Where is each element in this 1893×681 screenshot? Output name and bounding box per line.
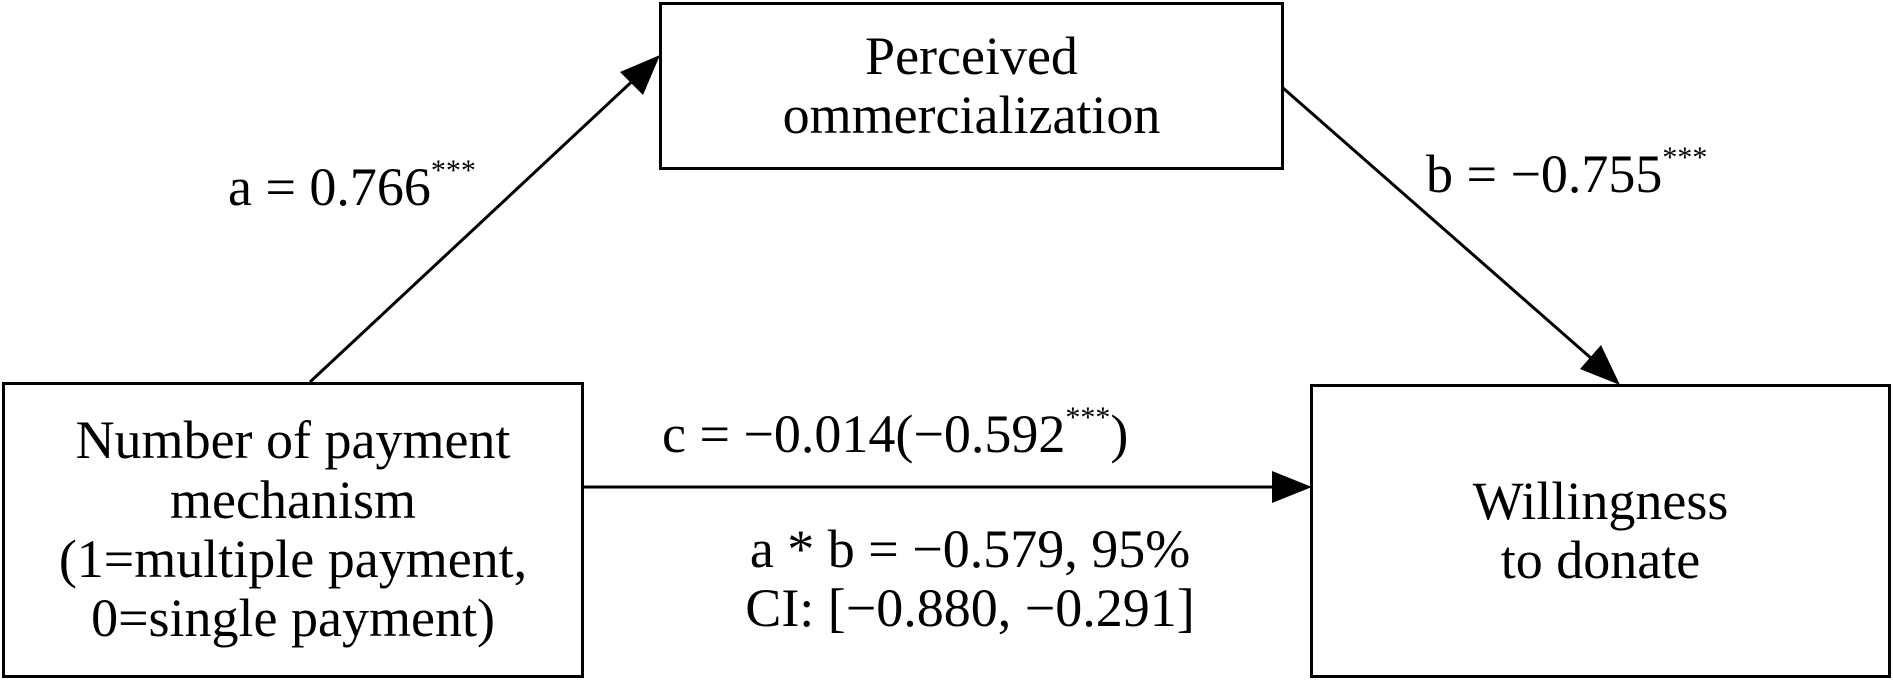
independent-label-line-1: Number of payment — [75, 410, 511, 471]
mediator-label-line-1: Perceived — [865, 25, 1078, 86]
independent-label-line-4: 0=single payment) — [91, 588, 495, 649]
independent-label-line-3: (1=multiple payment, — [58, 529, 528, 589]
path-b-coefficient: b = −0.755 — [1426, 144, 1663, 204]
indirect-effect-line-1: a * b = −0.579, 95% — [749, 519, 1191, 579]
independent-label-line-2: mechanism — [170, 469, 416, 530]
path-b-label: b = −0.755*** — [1426, 141, 1707, 204]
path-c-label: c = −0.014(−0.592***) — [662, 401, 1129, 464]
arrow-c — [583, 471, 1312, 503]
indirect-effect-line-2: CI: [−0.880, −0.291] — [745, 578, 1195, 639]
path-a-coefficient: a = 0.766 — [228, 157, 431, 217]
path-c-suffix: ) — [1110, 404, 1129, 464]
arrow-a — [308, 55, 660, 384]
dependent-variable-box: Willingness to donate — [1310, 384, 1891, 678]
path-b-significance: *** — [1662, 141, 1708, 174]
arrow-b — [1282, 86, 1620, 385]
path-a-significance: *** — [430, 154, 476, 187]
mediator-label-line-2: ommercialization — [782, 85, 1161, 145]
path-a-label: a = 0.766*** — [228, 154, 476, 217]
path-c-coefficient: c = −0.014(−0.592 — [662, 404, 1066, 464]
independent-variable-box: Number of payment mechanism (1=multiple … — [2, 382, 584, 678]
indirect-effect-label: a * b = −0.579, 95% CI: [−0.880, −0.291] — [660, 519, 1280, 639]
path-c-significance: *** — [1065, 401, 1111, 434]
mediator-box: Perceived ommercialization — [659, 2, 1284, 170]
dependent-label-line-1: Willingness — [1472, 470, 1729, 531]
dependent-label-line-2: to donate — [1500, 530, 1701, 590]
